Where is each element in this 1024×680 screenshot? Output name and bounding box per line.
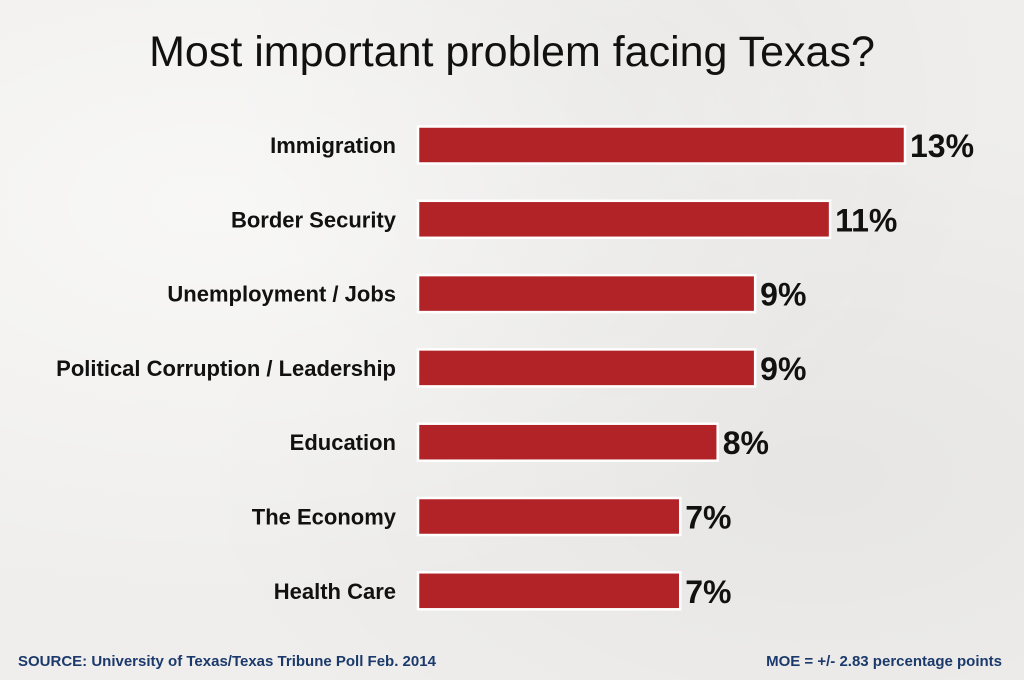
bar [416, 571, 682, 611]
bar [416, 422, 719, 462]
category-label: Health Care [274, 579, 396, 604]
value-label: 7% [685, 500, 731, 536]
bars-layer: Immigration 13% Border Security 11% Unemploy… [56, 125, 974, 611]
value-label: 7% [685, 574, 731, 610]
bar [416, 348, 757, 388]
category-label: Unemployment / Jobs [167, 282, 396, 307]
bar [416, 273, 757, 314]
bar [416, 496, 682, 537]
category-label: Immigration [270, 133, 396, 158]
bar [416, 199, 832, 240]
category-label: Political Corruption / Leadership [56, 356, 396, 381]
value-label: 8% [723, 425, 769, 461]
category-label: Education [290, 430, 396, 455]
value-label: 11% [835, 202, 897, 238]
chart-title: Most important problem facing Texas? [149, 28, 875, 76]
source-note: SOURCE: University of Texas/Texas Tribun… [18, 653, 436, 670]
bar [416, 125, 907, 165]
value-label: 9% [760, 277, 806, 313]
category-label: Border Security [231, 207, 397, 232]
margin-of-error-note: MOE = +/- 2.83 percentage points [766, 653, 1002, 670]
value-label: 13% [910, 128, 974, 164]
value-label: 9% [760, 351, 806, 387]
category-label: The Economy [252, 505, 397, 530]
